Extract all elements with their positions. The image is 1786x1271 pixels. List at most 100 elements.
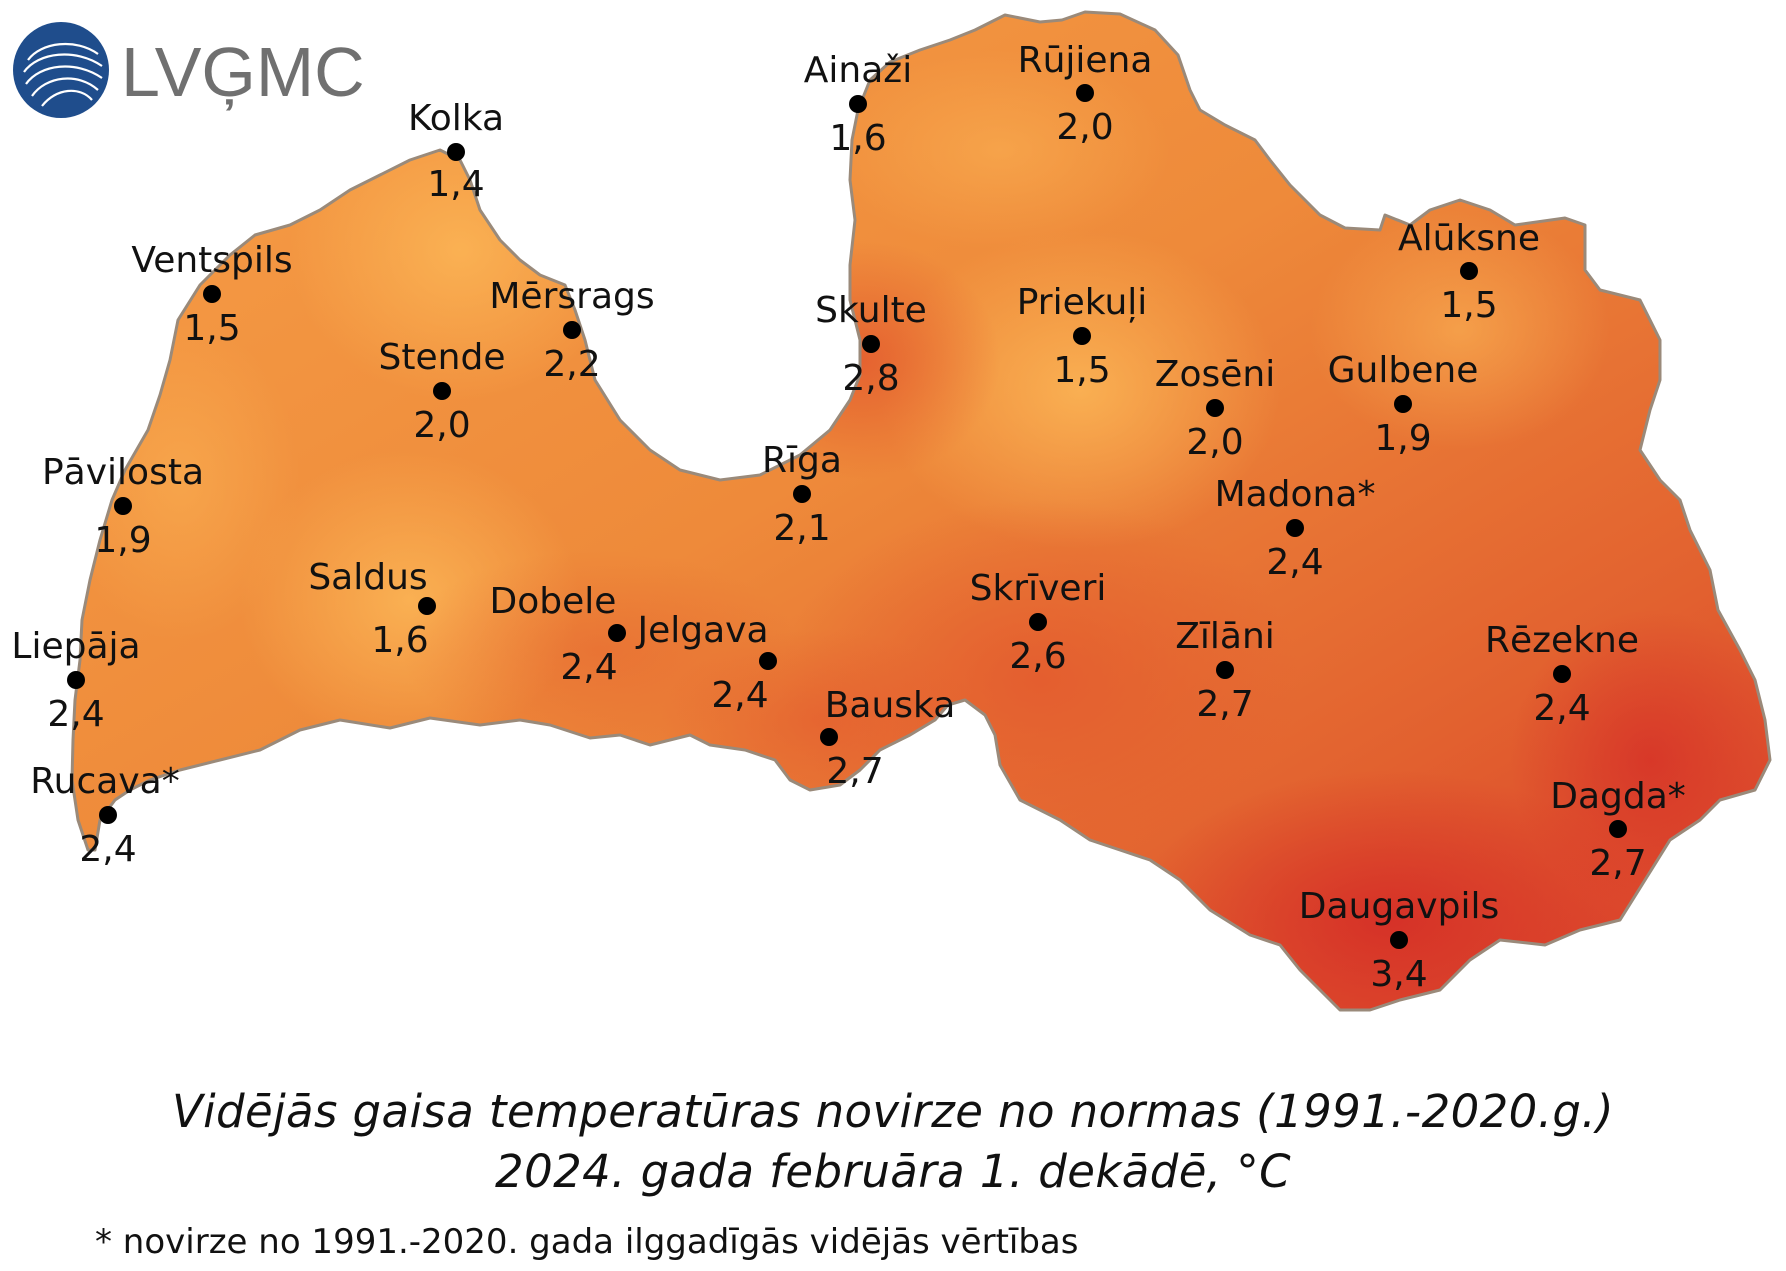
station-name-zoseni: Zosēni (1155, 354, 1275, 395)
map-title-line2: 2024. gada februāra 1. dekādē, °C (495, 1145, 1291, 1198)
station-jelgava: Jelgava 2,4 (635, 610, 777, 716)
station-value-rujiena: 2,0 (1056, 107, 1113, 148)
station-marker-jelgava (759, 652, 777, 670)
station-name-liepaja: Liepāja (11, 626, 140, 667)
station-skriveri: Skrīveri 2,6 (970, 568, 1107, 677)
lvgmc-logo: LVĢMC (13, 22, 365, 118)
station-marker-mersrags (563, 321, 581, 339)
station-marker-saldus (418, 597, 436, 615)
station-name-ainazi: Ainaži (804, 50, 912, 91)
station-ventspils: Ventspils 1,5 (131, 240, 292, 349)
station-gulbene: Gulbene 1,9 (1328, 350, 1479, 459)
station-name-aluksne: Alūksne (1398, 218, 1540, 259)
station-name-ventspils: Ventspils (131, 240, 292, 281)
station-marker-dagda (1609, 820, 1627, 838)
footnote: * novirze no 1991.-2020. gada ilggadīgās… (95, 1222, 1079, 1262)
temperature-surface (72, 12, 1770, 1010)
station-value-bauska: 2,7 (826, 751, 883, 792)
station-madona: Madona* 2,4 (1215, 474, 1376, 583)
station-marker-gulbene (1394, 395, 1412, 413)
station-value-pavilosta: 1,9 (94, 520, 151, 561)
station-name-madona: Madona* (1215, 474, 1376, 515)
station-pavilosta: Pāvilosta 1,9 (42, 452, 204, 561)
station-name-mersrags: Mērsrags (489, 276, 654, 317)
station-value-kolka: 1,4 (427, 164, 484, 205)
station-value-skriveri: 2,6 (1009, 636, 1066, 677)
station-name-skriveri: Skrīveri (970, 568, 1107, 609)
station-value-dagda: 2,7 (1589, 843, 1646, 884)
station-marker-rujiena (1076, 84, 1094, 102)
station-marker-rucava (99, 806, 117, 824)
station-value-rezekne: 2,4 (1533, 688, 1590, 729)
station-marker-riga (793, 485, 811, 503)
station-marker-liepaja (67, 671, 85, 689)
station-name-bauska: Bauska (825, 685, 956, 726)
station-name-dobele: Dobele (490, 581, 617, 622)
station-saldus: Saldus 1,6 (308, 557, 436, 661)
station-name-saldus: Saldus (308, 557, 427, 598)
station-value-rucava: 2,4 (79, 829, 136, 870)
station-value-mersrags: 2,2 (543, 344, 600, 385)
station-value-priekuli: 1,5 (1053, 350, 1110, 391)
station-bauska: Bauska 2,7 (820, 685, 955, 792)
station-name-riga: Rīga (762, 440, 842, 481)
station-dagda: Dagda* 2,7 (1550, 776, 1686, 884)
station-rujiena: Rūjiena 2,0 (1018, 40, 1153, 148)
station-marker-madona (1286, 519, 1304, 537)
station-name-stende: Stende (379, 337, 506, 378)
station-name-kolka: Kolka (408, 98, 504, 139)
station-value-aluksne: 1,5 (1440, 285, 1497, 326)
station-zilani: Zīlāni 2,7 (1175, 616, 1275, 725)
station-marker-ventspils (203, 285, 221, 303)
latvia-anomaly-map: Kolka 1,4 Ventspils 1,5 Mērsrags 2,2 Stende 2,0… (11, 10, 1772, 1012)
station-value-riga: 2,1 (773, 508, 830, 549)
station-aluksne: Alūksne 1,5 (1398, 218, 1540, 326)
station-marker-daugavpils (1390, 931, 1408, 949)
station-value-ainazi: 1,6 (829, 118, 886, 159)
station-marker-kolka (447, 143, 465, 161)
station-marker-dobele (608, 624, 626, 642)
logo-text: LVĢMC (121, 33, 365, 111)
station-marker-ainazi (849, 95, 867, 113)
station-rucava: Rucava* 2,4 (30, 761, 179, 870)
station-priekuli: Priekuļi 1,5 (1017, 282, 1148, 391)
station-marker-pavilosta (114, 497, 132, 515)
station-liepaja: Liepāja 2,4 (11, 626, 140, 735)
station-value-jelgava: 2,4 (711, 675, 768, 716)
station-value-madona: 2,4 (1266, 542, 1323, 583)
station-ainazi: Ainaži 1,6 (804, 50, 912, 159)
station-name-rezekne: Rēzekne (1485, 620, 1639, 661)
station-value-liepaja: 2,4 (47, 694, 104, 735)
station-name-pavilosta: Pāvilosta (42, 452, 204, 493)
station-marker-bauska (820, 728, 838, 746)
station-name-gulbene: Gulbene (1328, 350, 1479, 391)
station-name-dagda: Dagda* (1550, 776, 1686, 817)
station-zoseni: Zosēni 2,0 (1155, 354, 1275, 463)
station-value-zoseni: 2,0 (1186, 422, 1243, 463)
logo-wave-lines (23, 42, 103, 107)
map-title-line1: Vidējās gaisa temperatūras novirze no no… (171, 1085, 1615, 1138)
station-marker-skulte (862, 335, 880, 353)
station-mersrags: Mērsrags 2,2 (489, 276, 654, 385)
station-marker-aluksne (1460, 262, 1478, 280)
station-daugavpils: Daugavpils 3,4 (1299, 886, 1499, 995)
station-riga: Rīga 2,1 (762, 440, 842, 549)
station-name-priekuli: Priekuļi (1017, 282, 1148, 323)
station-stende: Stende 2,0 (379, 337, 506, 446)
station-name-rucava: Rucava* (30, 761, 179, 802)
station-value-daugavpils: 3,4 (1370, 954, 1427, 995)
station-skulte: Skulte 2,8 (815, 290, 927, 399)
station-marker-skriveri (1029, 613, 1047, 631)
station-marker-zoseni (1206, 399, 1224, 417)
station-value-zilani: 2,7 (1196, 684, 1253, 725)
station-marker-rezekne (1553, 665, 1571, 683)
station-value-skulte: 2,8 (842, 358, 899, 399)
station-value-ventspils: 1,5 (183, 308, 240, 349)
station-dobele: Dobele 2,4 (490, 581, 626, 688)
latvia-border (70, 10, 1772, 1012)
station-name-skulte: Skulte (815, 290, 927, 331)
station-value-saldus: 1,6 (371, 620, 428, 661)
station-value-dobele: 2,4 (560, 647, 617, 688)
station-name-zilani: Zīlāni (1175, 616, 1275, 657)
station-value-stende: 2,0 (413, 405, 470, 446)
